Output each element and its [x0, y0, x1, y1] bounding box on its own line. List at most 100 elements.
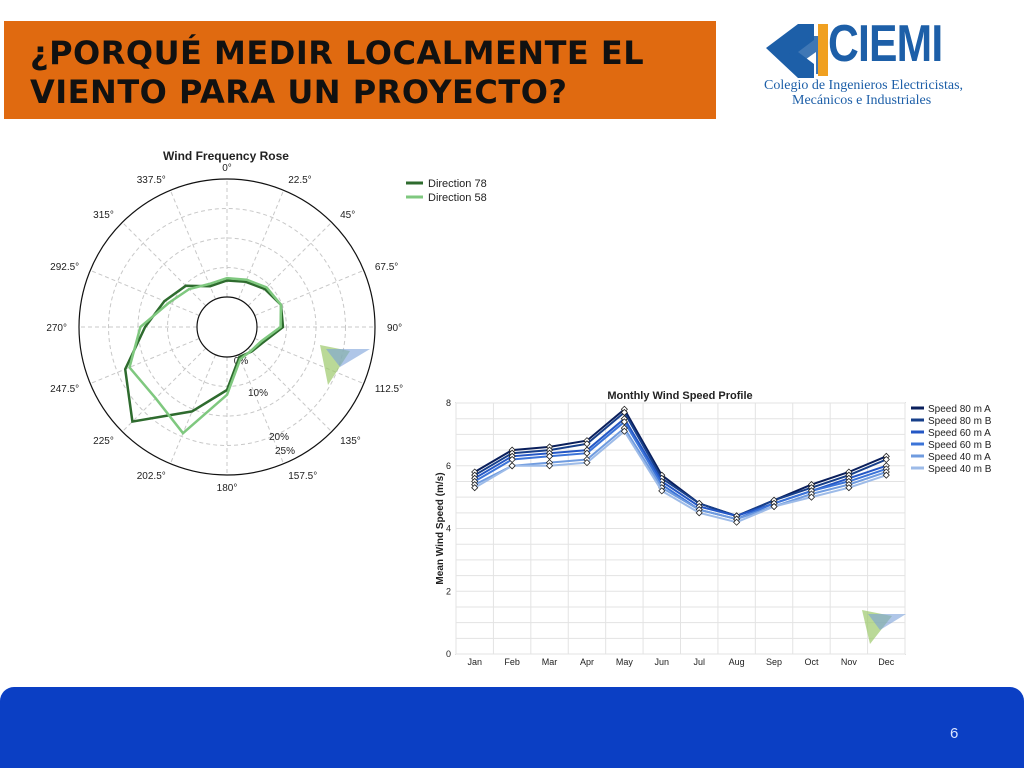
- x-tick-label: Nov: [841, 657, 858, 667]
- rose-angle-label: 247.5°: [50, 384, 79, 395]
- rose-series-line: [128, 276, 283, 436]
- series-point: [508, 462, 516, 470]
- monthly-profile-chart: Monthly Wind Speed Profile 0 2 4 6 8 Jan Feb Ma…: [435, 390, 992, 667]
- series-line: [474, 420, 887, 521]
- rose-angle-labels: 0° 22.5° 45° 67.5° 90° 112.5° 135° 157.5° 180° 20…: [46, 163, 403, 494]
- rose-series: [123, 276, 285, 436]
- rose-spoke: [247, 347, 333, 433]
- series-line: [474, 426, 887, 521]
- x-tick-label: Dec: [878, 657, 895, 667]
- rose-angle-label: 337.5°: [137, 175, 166, 186]
- rose-angle-label: 135°: [340, 436, 361, 447]
- legend-label: Speed 60 m A: [928, 428, 991, 439]
- rose-spoke: [169, 190, 216, 300]
- title-banner: [4, 21, 716, 119]
- rose-spoke: [238, 190, 285, 300]
- rose-legend: Direction 78 Direction 58: [406, 178, 487, 204]
- rose-spoke: [238, 354, 285, 464]
- x-tick-label: May: [616, 657, 634, 667]
- rose-angle-label: 202.5°: [137, 471, 166, 482]
- line-title: Monthly Wind Speed Profile: [607, 390, 752, 402]
- series-point: [620, 427, 628, 435]
- rose-radial-label: 0%: [234, 356, 249, 367]
- rose-spoke: [169, 354, 216, 464]
- rose-grid: [78, 178, 376, 476]
- legend-label: Speed 80 m B: [928, 416, 992, 427]
- series-point: [658, 487, 666, 495]
- logo-subtitle-line1: Colegio de Ingenieros Electricistas,: [764, 78, 964, 93]
- x-tick-label: Jun: [655, 657, 670, 667]
- series-point: [845, 484, 853, 492]
- rose-angle-label: 67.5°: [375, 262, 398, 273]
- rose-angle-label: 45°: [340, 210, 355, 221]
- footer-bar: [0, 687, 1024, 768]
- rose-spoke: [90, 269, 200, 316]
- legend-label: Speed 40 m A: [928, 452, 991, 463]
- legend-label: Speed 40 m B: [928, 464, 992, 475]
- rose-spoke: [121, 221, 207, 307]
- watermark-icon: [320, 345, 370, 385]
- rose-angle-label: 225°: [93, 436, 114, 447]
- series-line: [474, 429, 887, 524]
- legend-label: Speed 80 m A: [928, 404, 991, 415]
- line-grid: [455, 402, 906, 655]
- line-axes: 0 2 4 6 8 Jan Feb Mar Apr May Jun Jul Aug Sep Oct Nov De…: [435, 398, 895, 667]
- rose-spoke: [247, 221, 333, 307]
- slide-title: ¿PORQUÉ MEDIR LOCALMENTE EL VIENTO PARA …: [30, 34, 645, 111]
- series-point: [583, 459, 591, 467]
- rose-title: Wind Frequency Rose: [163, 149, 289, 163]
- rose-angle-label: 157.5°: [288, 471, 317, 482]
- logo-name: CIEMI: [828, 15, 943, 73]
- rose-spoke: [254, 338, 364, 385]
- page-number: 6: [950, 725, 959, 742]
- rose-angle-label: 270°: [46, 323, 67, 334]
- legend-label: Speed 60 m B: [928, 440, 992, 451]
- y-tick-label: 2: [446, 586, 451, 596]
- rose-angle-label: 180°: [217, 483, 238, 494]
- series-point: [882, 471, 890, 479]
- rose-angle-label: 292.5°: [50, 262, 79, 273]
- rose-spoke: [121, 347, 207, 433]
- y-axis-label: Mean Wind Speed (m/s): [435, 472, 446, 584]
- x-tick-label: Jul: [693, 657, 705, 667]
- y-tick-label: 0: [446, 649, 451, 659]
- rose-spoke: [254, 269, 364, 316]
- charts-canvas: Wind Frequency Rose 0° 22.5° 45° 67.5° 90° 11…: [46, 149, 992, 667]
- x-tick-label: Apr: [580, 657, 594, 667]
- y-tick-label: 4: [446, 524, 451, 534]
- series-point: [471, 484, 479, 492]
- rose-radial-label: 20%: [269, 432, 289, 443]
- x-tick-label: Oct: [804, 657, 819, 667]
- rose-angle-label: 315°: [93, 210, 114, 221]
- series-point: [770, 502, 778, 511]
- rose-angle-label: 90°: [387, 323, 402, 334]
- legend-label: Direction 78: [428, 178, 487, 190]
- rose-radial-label: 25%: [275, 446, 295, 457]
- series-line: [474, 410, 887, 518]
- x-tick-label: Feb: [504, 657, 520, 667]
- y-tick-label: 6: [446, 461, 451, 471]
- x-tick-label: Aug: [729, 657, 745, 667]
- rose-inner-ring: [196, 296, 258, 358]
- wind-rose-chart: Wind Frequency Rose 0° 22.5° 45° 67.5° 90° 11…: [46, 149, 486, 494]
- ciemi-logo-icon: [766, 24, 828, 78]
- series-point: [807, 493, 816, 501]
- x-tick-label: Jan: [467, 657, 482, 667]
- series-point: [733, 518, 741, 526]
- series-line: [474, 407, 887, 518]
- line-series: [471, 405, 890, 526]
- rose-angle-label: 22.5°: [288, 175, 311, 186]
- rose-grid-ring: [108, 208, 346, 446]
- x-tick-label: Mar: [542, 657, 558, 667]
- y-tick-label: 8: [446, 398, 451, 408]
- x-tick-label: Sep: [766, 657, 782, 667]
- series-point: [545, 462, 554, 470]
- logo-subtitle-line2: Mecánicos e Industriales: [792, 93, 932, 108]
- rose-radial-label: 10%: [248, 388, 268, 399]
- rose-spoke: [90, 338, 200, 385]
- rose-angle-label: 112.5°: [375, 384, 403, 395]
- series-point: [695, 509, 703, 517]
- rose-angle-label: 0°: [222, 163, 232, 174]
- watermark-icon: [862, 610, 906, 644]
